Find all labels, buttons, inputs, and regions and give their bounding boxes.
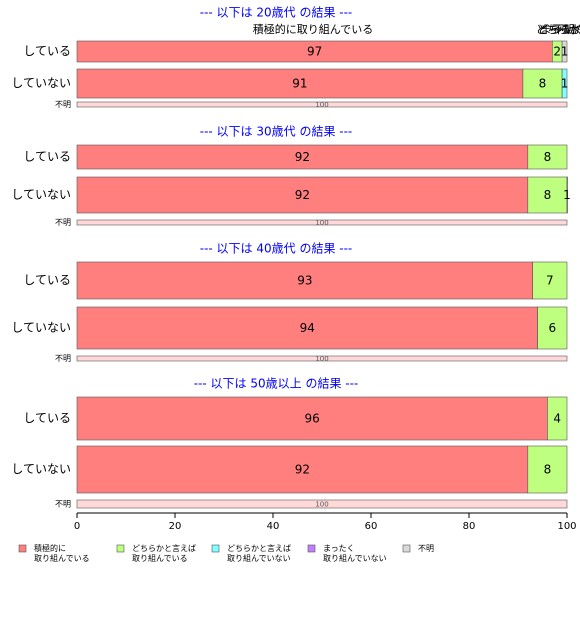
- bar-segment: [76, 306, 538, 350]
- panel-top-label: 不明: [553, 23, 575, 36]
- row-label: 不明: [55, 354, 71, 363]
- data-label: 100: [315, 355, 328, 363]
- data-label: 8: [539, 77, 547, 91]
- bar-segment: [561, 40, 568, 63]
- row-label: していない: [11, 321, 71, 335]
- data-label: 1: [561, 45, 569, 59]
- data-label: 8: [544, 188, 552, 202]
- row-label: している: [23, 273, 71, 287]
- bar-segment: [76, 144, 529, 170]
- bar-segment: [76, 445, 529, 494]
- x-tick-label: 20: [169, 521, 182, 532]
- legend-label: どちらかと言えば: [227, 543, 291, 553]
- legend-label: まったく: [323, 544, 355, 553]
- row-label: 不明: [55, 218, 71, 227]
- panel-title: --- 以下は 20歳代 の結果 ---: [200, 6, 353, 20]
- data-label: 1: [563, 188, 571, 202]
- data-label: 8: [544, 463, 552, 477]
- bar-segment: [76, 396, 548, 441]
- panel-annotation: 積極的に取り組んでいる: [253, 22, 373, 36]
- row-label: している: [23, 44, 71, 58]
- legend-swatch: [18, 544, 27, 553]
- data-label: 100: [315, 501, 328, 509]
- bar-segment: [537, 306, 568, 350]
- bar-segment: [522, 68, 563, 99]
- legend-label: 積極的に: [34, 543, 66, 553]
- bar-segment: [76, 68, 524, 99]
- legend-label: 不明: [418, 544, 434, 553]
- data-label: 1: [561, 77, 569, 91]
- row-label: していない: [11, 462, 71, 476]
- legend-label: どちらかと言えば: [132, 543, 196, 553]
- legend-swatch: [402, 544, 411, 553]
- data-label: 96: [305, 412, 320, 426]
- x-tick-label: 0: [74, 521, 80, 532]
- bar-segment: [527, 176, 568, 214]
- row-label: している: [23, 150, 71, 164]
- bar-segment: [561, 68, 568, 99]
- row-label: 不明: [55, 500, 71, 509]
- bar-segment: [76, 101, 568, 108]
- data-label: 92: [295, 150, 310, 164]
- bar-segment: [76, 355, 568, 362]
- row-label: 不明: [55, 100, 71, 109]
- legend-label: 取り組んでいない: [227, 553, 291, 563]
- data-label: 97: [307, 45, 322, 59]
- data-label: 92: [295, 463, 310, 477]
- x-tick-label: 80: [463, 521, 476, 532]
- data-label: 2: [553, 45, 561, 59]
- row-label: していない: [11, 188, 71, 202]
- bar-segment: [76, 176, 529, 214]
- row-label: していない: [11, 76, 71, 90]
- panel-top-label: どちらか: [538, 23, 580, 36]
- data-label: 4: [553, 412, 561, 426]
- legend-label: 取り組んでいない: [323, 553, 387, 563]
- row-label: している: [23, 411, 71, 425]
- data-label: 100: [315, 101, 328, 109]
- panel-title: --- 以下は 50歳以上 の結果 ---: [194, 377, 359, 391]
- x-tick-label: 60: [365, 521, 378, 532]
- bar-segment: [527, 144, 568, 170]
- legend-swatch: [116, 544, 125, 553]
- bar-segment: [76, 261, 534, 300]
- bar-segment: [76, 499, 568, 509]
- bar-segment: [566, 176, 568, 214]
- x-tick-label: 40: [267, 521, 280, 532]
- bar-segment: [76, 219, 568, 226]
- x-tick-label: 100: [557, 521, 576, 532]
- panel-title: --- 以下は 40歳代 の結果 ---: [200, 242, 353, 256]
- legend-label: 取り組んでいる: [34, 553, 90, 563]
- data-label: 6: [548, 321, 556, 335]
- data-label: 100: [315, 219, 328, 227]
- bar-segment: [547, 396, 568, 441]
- panel-title: --- 以下は 30歳代 の結果 ---: [200, 125, 353, 139]
- panel-top-label: どちらか: [536, 23, 580, 36]
- panel-top-label: まったく: [540, 23, 580, 36]
- data-label: 92: [295, 188, 310, 202]
- data-label: 8: [544, 150, 552, 164]
- data-label: 94: [300, 321, 315, 335]
- data-label: 91: [292, 77, 307, 91]
- data-label: 7: [546, 274, 554, 288]
- data-label: 93: [297, 274, 312, 288]
- legend-swatch: [211, 544, 220, 553]
- legend-label: 取り組んでいる: [132, 553, 188, 563]
- bar-segment: [527, 445, 568, 494]
- legend-swatch: [307, 544, 316, 553]
- bar-segment: [532, 261, 568, 300]
